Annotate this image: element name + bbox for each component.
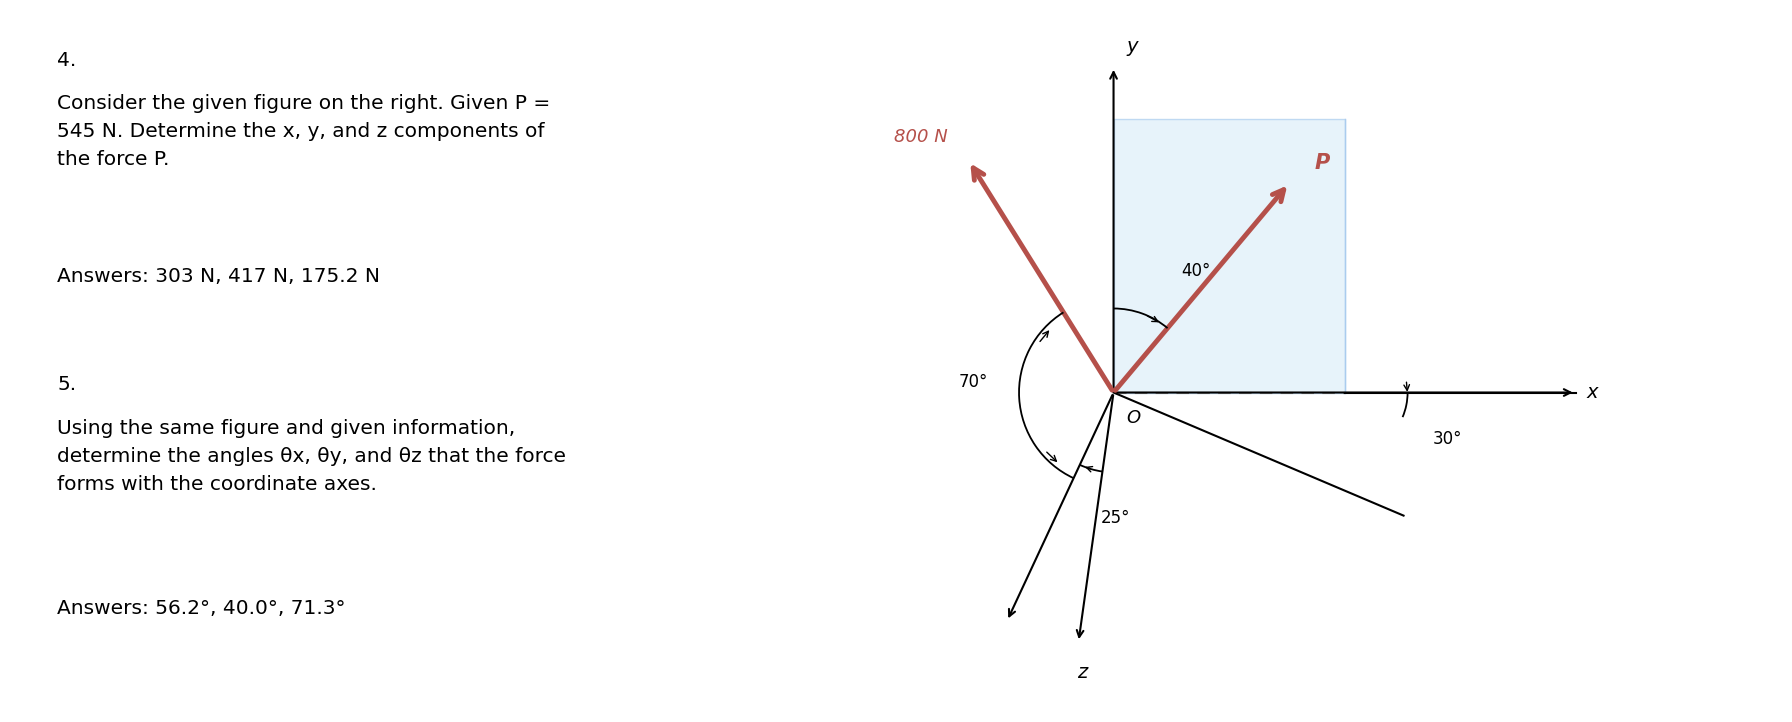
Text: 25°: 25° [1100, 509, 1131, 527]
Text: O: O [1125, 409, 1140, 427]
Text: Using the same figure and given information,
determine the angles θx, θy, and θz: Using the same figure and given informat… [57, 419, 566, 494]
Text: x: x [1586, 383, 1598, 402]
Polygon shape [1113, 119, 1344, 393]
Text: 70°: 70° [959, 373, 987, 391]
Text: 800 N: 800 N [894, 129, 948, 147]
Text: Answers: 56.2°, 40.0°, 71.3°: Answers: 56.2°, 40.0°, 71.3° [57, 599, 346, 618]
Text: 4.: 4. [57, 51, 77, 69]
Text: 40°: 40° [1181, 261, 1210, 279]
Text: P: P [1314, 153, 1330, 173]
Text: y: y [1125, 38, 1138, 56]
Text: 30°: 30° [1434, 430, 1462, 448]
Text: Consider the given figure on the right. Given P =
545 N. Determine the x, y, and: Consider the given figure on the right. … [57, 94, 550, 169]
Text: z: z [1077, 663, 1088, 682]
Text: 5.: 5. [57, 375, 77, 394]
Text: Answers: 303 N, 417 N, 175.2 N: Answers: 303 N, 417 N, 175.2 N [57, 267, 380, 286]
